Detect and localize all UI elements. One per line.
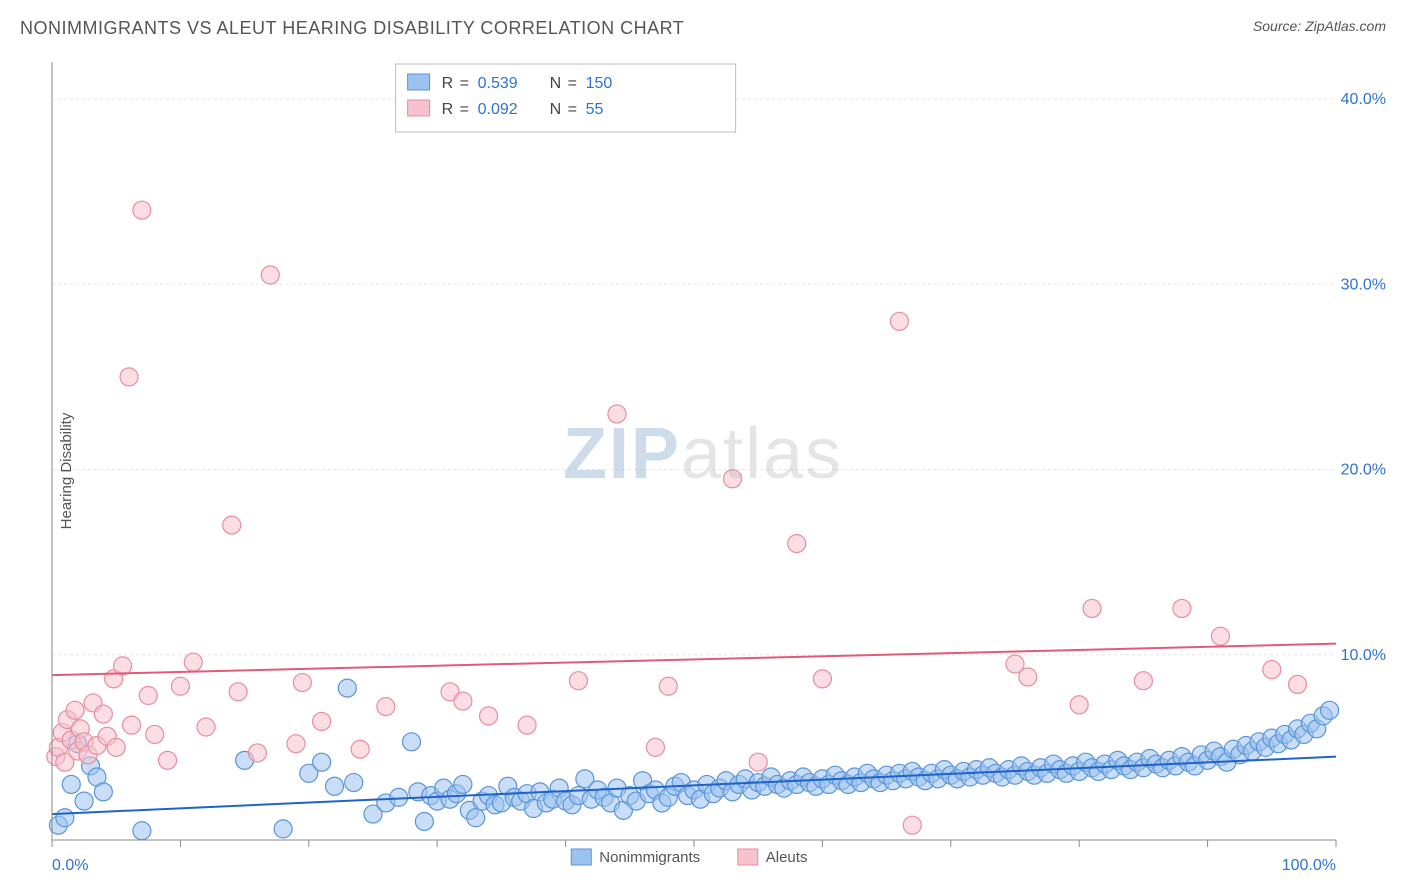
scatter-point	[133, 822, 151, 840]
svg-text:=: =	[568, 75, 577, 92]
svg-text:=: =	[460, 101, 469, 118]
top-legend: R = 0.539 N = 150 R = 0.092 N = 55	[396, 64, 736, 132]
scatter-point	[274, 820, 292, 838]
scatter-point	[114, 657, 132, 675]
page-title: NONIMMIGRANTS VS ALEUT HEARING DISABILIT…	[20, 18, 684, 39]
scatter-point	[66, 701, 84, 719]
scatter-point	[94, 705, 112, 723]
legend-n-label: N	[550, 75, 562, 92]
scatter-point	[313, 712, 331, 730]
scatter-point	[1083, 599, 1101, 617]
scatter-point	[229, 683, 247, 701]
scatter-point	[197, 718, 215, 736]
legend-r-label: R	[442, 101, 454, 118]
scatter-point	[724, 470, 742, 488]
scatter-point	[287, 735, 305, 753]
source-credit: Source: ZipAtlas.com	[1253, 18, 1386, 34]
scatter-point	[313, 753, 331, 771]
y-tick-label: 40.0%	[1341, 91, 1386, 108]
scatter-point	[107, 738, 125, 756]
scatter-point	[171, 677, 189, 695]
svg-text:=: =	[568, 101, 577, 118]
scatter-point	[415, 812, 433, 830]
scatter-point	[293, 674, 311, 692]
scatter-point	[120, 368, 138, 386]
scatter-point	[56, 809, 74, 827]
svg-text:=: =	[460, 75, 469, 92]
y-tick-label: 20.0%	[1341, 462, 1386, 479]
scatter-point	[75, 792, 93, 810]
scatter-point	[1070, 696, 1088, 714]
legend-swatch	[571, 849, 591, 865]
scatter-point	[454, 775, 472, 793]
scatter-point	[608, 405, 626, 423]
legend-n-value: 150	[586, 75, 613, 92]
scatter-point	[123, 716, 141, 734]
scatter-point	[62, 775, 80, 793]
y-tick-label: 10.0%	[1341, 647, 1386, 664]
scatter-point	[749, 753, 767, 771]
scatter-point	[133, 201, 151, 219]
legend-label: Aleuts	[766, 849, 808, 866]
scatter-point	[518, 716, 536, 734]
scatter-point	[646, 738, 664, 756]
x-tick-label-right: 100.0%	[1282, 857, 1336, 874]
scatter-point	[146, 725, 164, 743]
scatter-point	[403, 733, 421, 751]
scatter-point	[261, 266, 279, 284]
legend-r-value: 0.092	[478, 101, 518, 118]
x-tick-label-left: 0.0%	[52, 857, 88, 874]
chart-svg: 10.0% 20.0% 30.0% 40.0% 0.0% 100.0% Nonimmigra…	[0, 50, 1406, 892]
scatter-point	[903, 816, 921, 834]
scatter-point	[1263, 661, 1281, 679]
legend-r-value: 0.539	[478, 75, 518, 92]
legend-n-label: N	[550, 101, 562, 118]
scatter-point	[1321, 701, 1339, 719]
scatter-point	[454, 692, 472, 710]
scatter-point	[480, 707, 498, 725]
legend-swatch	[408, 74, 430, 90]
scatter-point	[813, 670, 831, 688]
scatter-point	[1134, 672, 1152, 690]
bottom-legend: Nonimmigrants Aleuts	[571, 849, 807, 866]
scatter-point	[338, 679, 356, 697]
legend-n-value: 55	[586, 101, 604, 118]
scatter-point	[1019, 668, 1037, 686]
scatter-point	[377, 698, 395, 716]
legend-swatch	[738, 849, 758, 865]
y-tick-label: 30.0%	[1341, 276, 1386, 293]
scatter-point	[223, 516, 241, 534]
legend-swatch	[408, 100, 430, 116]
scatter-point	[345, 774, 363, 792]
scatter-point	[1211, 627, 1229, 645]
scatter-point	[325, 777, 343, 795]
scatter-point	[351, 740, 369, 758]
legend-r-label: R	[442, 75, 454, 92]
scatter-point	[890, 312, 908, 330]
scatter-point	[569, 672, 587, 690]
scatter-point	[94, 783, 112, 801]
scatter-point	[788, 535, 806, 553]
scatter-point	[139, 687, 157, 705]
chart-area: Hearing Disability ZIPatlas 10.0%20.0%30…	[0, 50, 1406, 892]
scatter-point	[1173, 599, 1191, 617]
legend-label: Nonimmigrants	[599, 849, 700, 866]
scatter-point	[248, 744, 266, 762]
scatter-point	[467, 809, 485, 827]
scatter-point	[159, 751, 177, 769]
y-axis-label: Hearing Disability	[58, 413, 75, 530]
scatter-point	[184, 653, 202, 671]
scatter-point	[659, 677, 677, 695]
scatter-point	[1288, 675, 1306, 693]
